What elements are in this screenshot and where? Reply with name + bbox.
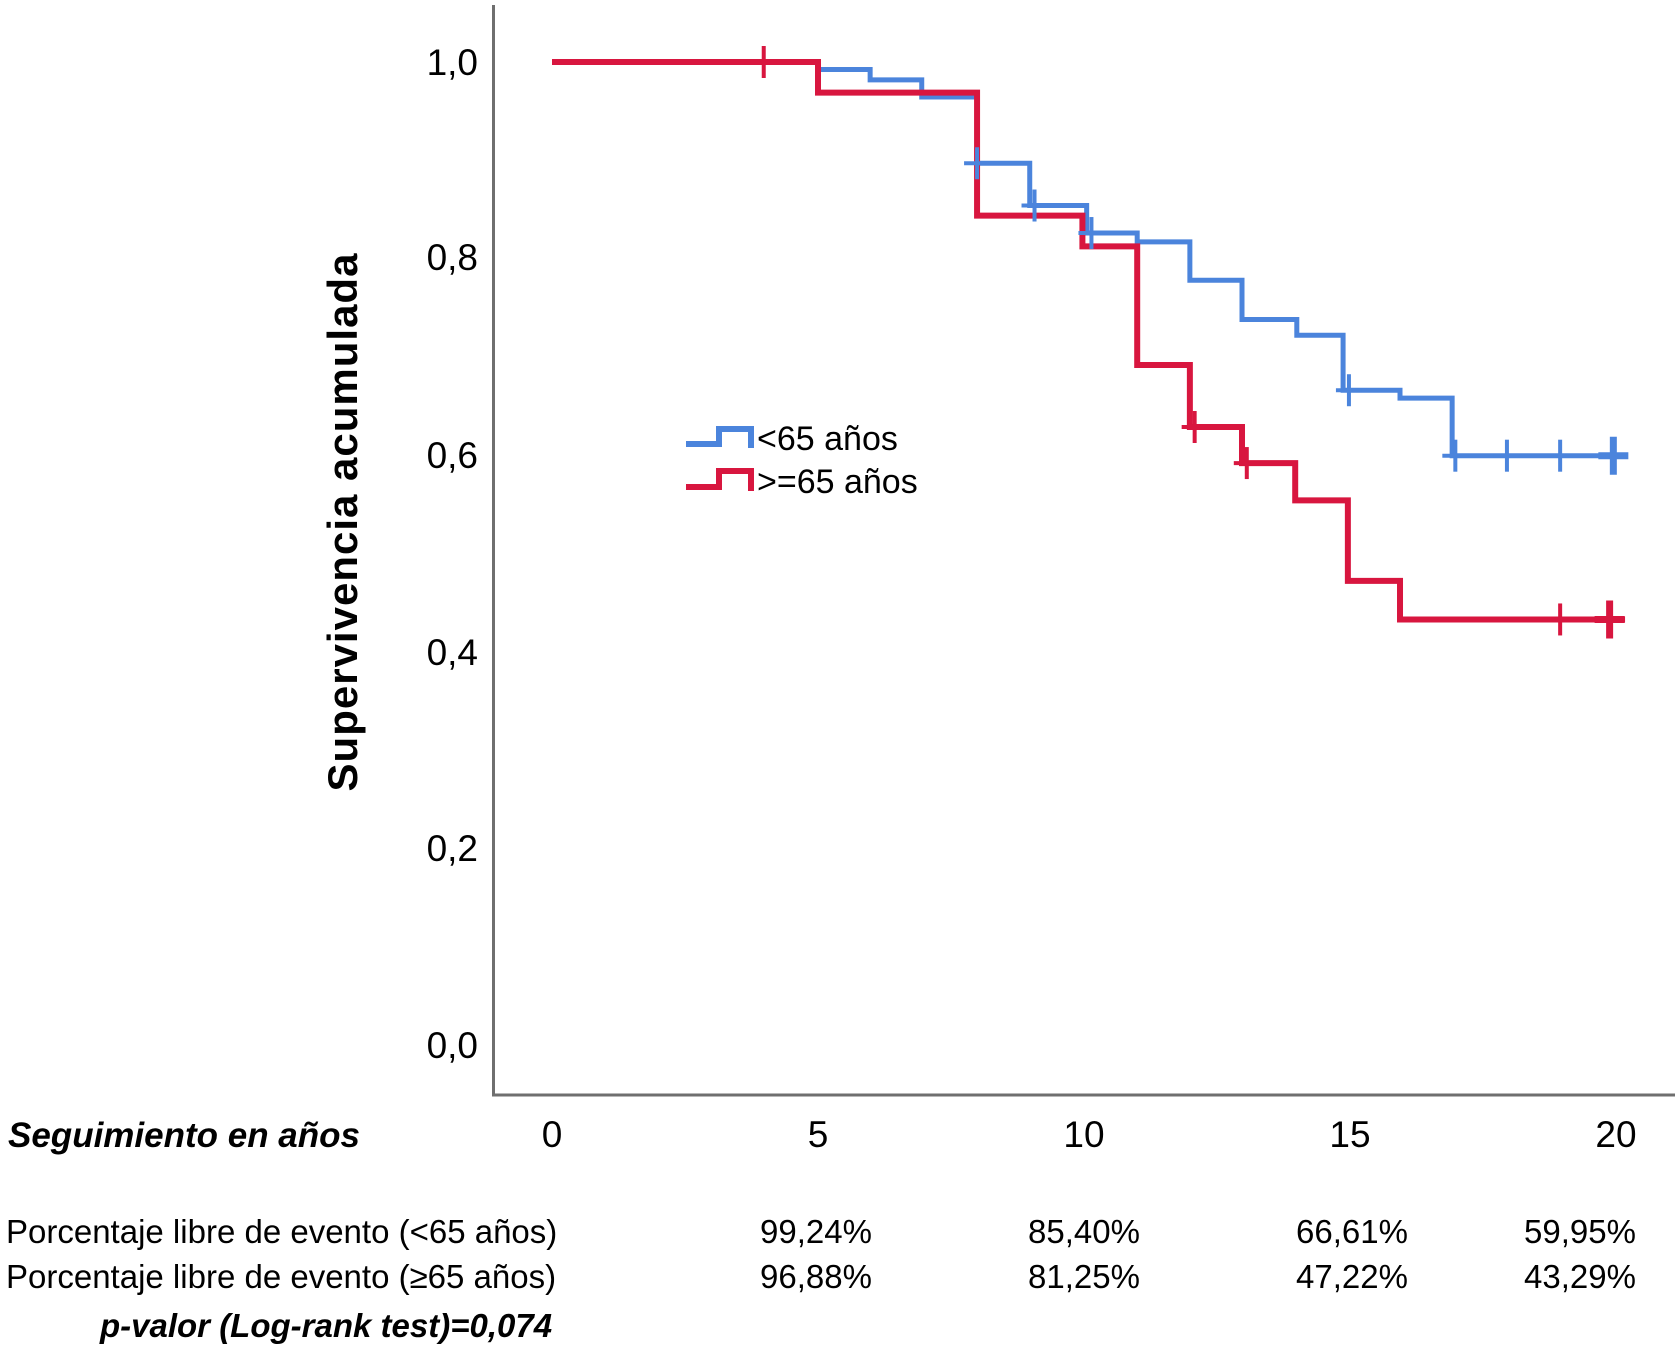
x-tick-0: 0	[541, 1114, 563, 1155]
km-curves	[552, 59, 1626, 623]
legend-label-over65: >=65 años	[757, 463, 918, 501]
p-value-note: p-valor (Log-rank test)=0,074	[100, 1307, 553, 1344]
legend-step-glyph-under65	[686, 426, 754, 448]
legend-step-glyph-over65	[686, 468, 754, 491]
y-tick-0.0: 0,0	[426, 1025, 478, 1066]
table-cell: 43,29%	[1524, 1258, 1636, 1295]
censor-tick	[1493, 439, 1520, 472]
censor-tick	[1335, 374, 1362, 407]
x-axis-title: Seguimiento en años	[8, 1116, 360, 1155]
censor-tick	[964, 147, 991, 180]
table-cell: 47,22%	[1296, 1258, 1408, 1295]
y-tick-0.8: 0,8	[426, 237, 478, 278]
censor-tick	[1442, 439, 1469, 472]
censor-marks	[750, 46, 1629, 639]
censor-tick	[1181, 410, 1208, 443]
censor-tick	[1547, 439, 1574, 472]
table-row-label-over65: Porcentaje libre de evento (≥65 años)	[6, 1258, 557, 1295]
x-tick-15: 15	[1329, 1114, 1371, 1155]
censor-tick	[1598, 436, 1629, 475]
table-row-label-under65: Porcentaje libre de evento (<65 años)	[6, 1213, 558, 1250]
censor-tick	[1078, 217, 1105, 250]
table-cell: 81,25%	[1028, 1258, 1140, 1295]
censor-tick	[1233, 447, 1260, 480]
table-cell: 96,88%	[760, 1258, 872, 1295]
table-cell: 66,61%	[1296, 1213, 1408, 1250]
table-cell: 59,95%	[1524, 1213, 1636, 1250]
km-curve-0	[552, 59, 1626, 459]
censor-tick	[750, 46, 777, 78]
table-cell: 85,40%	[1028, 1213, 1140, 1250]
censor-tick	[1547, 603, 1574, 636]
y-tick-0.6: 0,6	[426, 435, 478, 476]
y-axis-title: Supervivencia acumulada	[319, 252, 366, 792]
km-curve-1	[552, 59, 1626, 623]
x-tick-10: 10	[1063, 1114, 1105, 1155]
legend-label-under65: <65 años	[757, 420, 898, 458]
y-tick-0.4: 0,4	[426, 632, 478, 673]
y-tick-1.0: 1,0	[426, 42, 478, 83]
table-cell: 99,24%	[760, 1213, 872, 1250]
censor-tick	[1594, 600, 1625, 639]
x-tick-20: 20	[1595, 1114, 1637, 1155]
censor-tick	[1021, 189, 1048, 222]
x-tick-5: 5	[807, 1114, 829, 1155]
y-tick-0.2: 0,2	[426, 828, 478, 869]
